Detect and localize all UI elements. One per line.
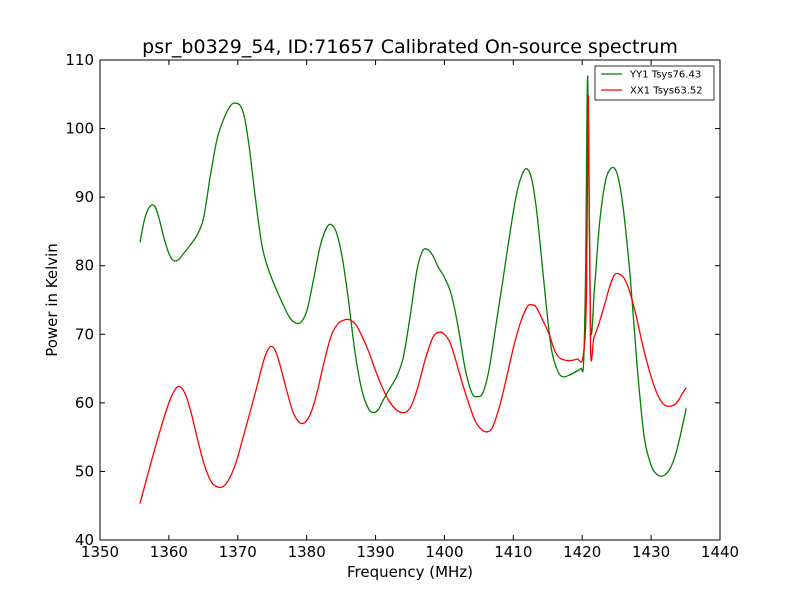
x-tick-label: 1440 [701,543,739,561]
x-tick-label: 1420 [563,543,601,561]
x-tick-label: 1380 [288,543,326,561]
plot-frame [99,59,721,541]
series-line-0 [139,75,687,477]
legend: YY1 Tsys76.43 XX1 Tsys63.52 [594,65,715,101]
x-tick-label: 1410 [494,543,532,561]
x-tick-label: 1400 [425,543,463,561]
plot-area [100,60,720,540]
x-tick-label: 1370 [219,543,257,561]
y-tick-label: 60 [75,394,94,412]
chart-title: psr_b0329_54, ID:71657 Calibrated On-sou… [142,36,678,58]
series-layer [139,75,687,504]
y-tick-label: 110 [65,51,94,69]
x-tick-label: 1430 [632,543,670,561]
y-axis-label: Power in Kelvin [43,243,61,357]
x-tick-label: 1360 [150,543,188,561]
tick-layer: 1350 1360 1370 1380 1390 1400 1410 1420 1430 1440… [65,51,739,561]
y-tick-label: 50 [75,462,94,480]
series-line-1 [139,94,687,504]
x-tick-label: 1350 [81,543,119,561]
y-tick-label: 90 [75,188,94,206]
y-tick-label: 100 [65,120,94,138]
legend-label-yy1: YY1 Tsys76.43 [629,70,701,81]
y-tick-label: 40 [75,531,94,549]
x-axis-label: Frequency (MHz) [347,563,473,581]
y-tick-label: 80 [75,257,94,275]
y-tick-label: 70 [75,325,94,343]
legend-label-xx1: XX1 Tsys63.52 [630,86,703,97]
x-tick-label: 1390 [356,543,394,561]
legend-box [594,65,715,101]
